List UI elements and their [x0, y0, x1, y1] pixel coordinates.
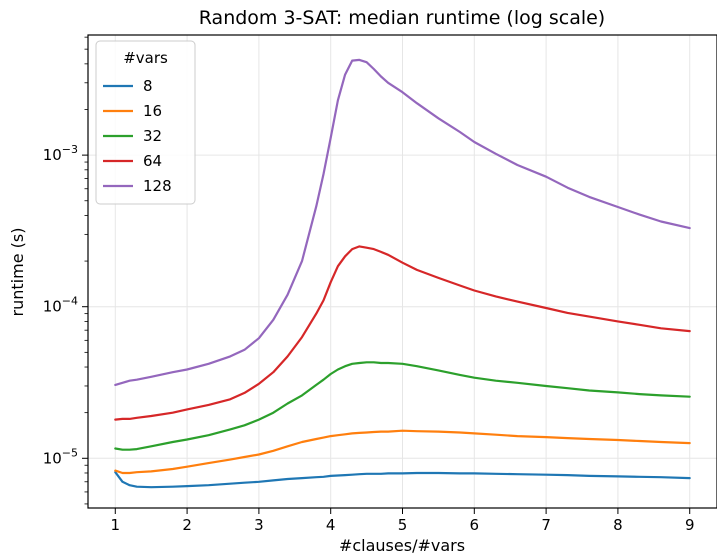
series-line-8 — [114, 471, 691, 489]
legend-label-16: 16 — [143, 102, 162, 120]
chart-title: Random 3-SAT: median runtime (log scale) — [199, 7, 605, 29]
legend-label-128: 128 — [143, 177, 172, 195]
series-line-64 — [114, 245, 691, 421]
x-tick-label: 6 — [470, 516, 480, 534]
legend-label-64: 64 — [143, 152, 162, 170]
plot-lines — [114, 58, 691, 489]
legend-title: #vars — [123, 49, 168, 67]
x-tick-label: 5 — [398, 516, 408, 534]
series-line-16 — [114, 429, 691, 475]
x-tick-label: 9 — [685, 516, 695, 534]
y-tick-label: 10−4 — [43, 295, 78, 316]
x-tick-label: 2 — [182, 516, 192, 534]
y-axis-label: runtime (s) — [8, 228, 27, 317]
legend-label-8: 8 — [143, 77, 153, 95]
y-tick-label: 10−5 — [43, 446, 78, 467]
legend-label-32: 32 — [143, 127, 162, 145]
x-axis-label: #clauses/#vars — [339, 536, 465, 555]
series-line-32 — [114, 361, 691, 451]
legend: #vars 8 16 32 64 128 — [95, 40, 196, 205]
x-tick-label: 7 — [541, 516, 551, 534]
y-tick-label: 10−3 — [43, 143, 78, 164]
x-tick-label: 8 — [613, 516, 623, 534]
x-tick-label: 1 — [111, 516, 121, 534]
axis-ticks: 1 2 3 4 5 6 7 8 9 10−5 10−4 10−3 — [43, 36, 695, 534]
series-line-128 — [114, 58, 691, 386]
x-tick-label: 3 — [254, 516, 264, 534]
legend-box — [95, 40, 196, 205]
x-tick-label: 4 — [326, 516, 336, 534]
